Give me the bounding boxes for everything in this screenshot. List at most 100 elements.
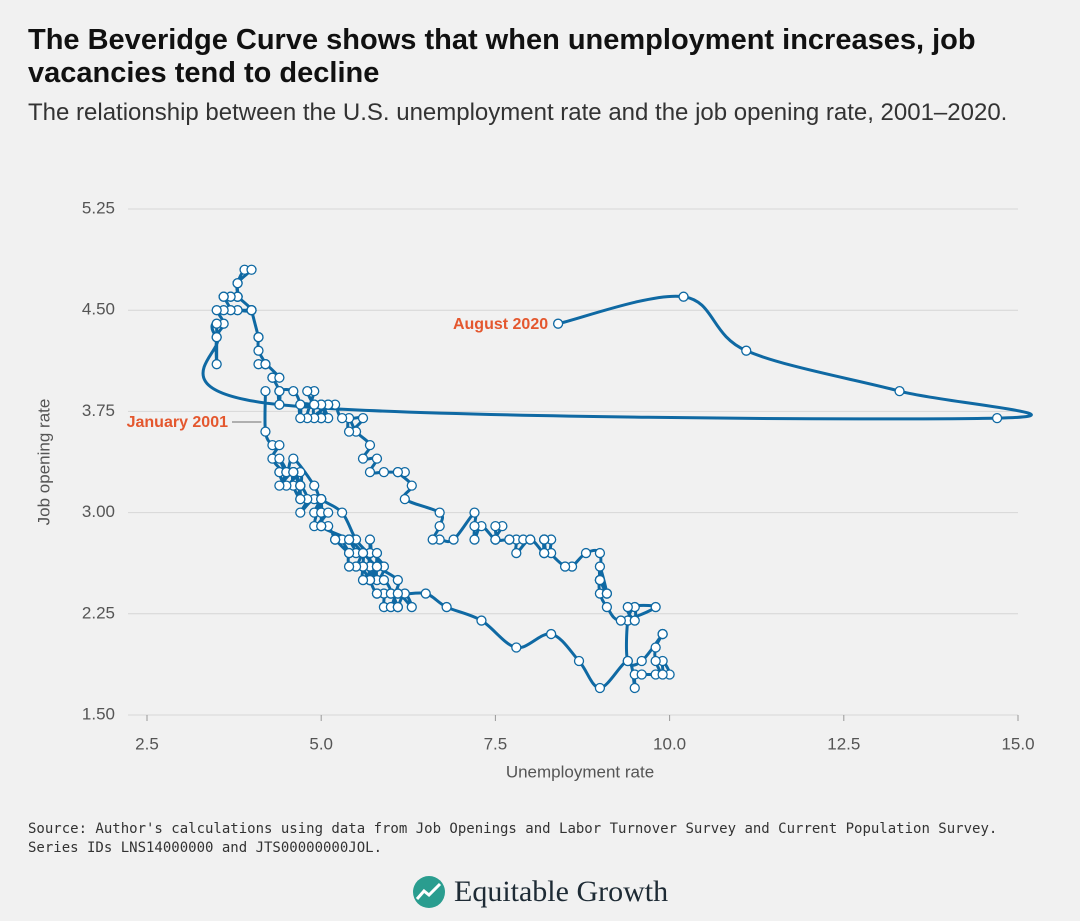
data-point	[434, 507, 445, 518]
source-note: Source: Author's calculations using data…	[28, 821, 998, 856]
data-point	[343, 547, 355, 559]
brand-name: Equitable Growth	[454, 875, 669, 908]
data-point	[246, 305, 257, 316]
chart-subtitle: The relationship between the U.S. unempl…	[28, 99, 1008, 126]
brand-icon	[413, 876, 445, 908]
data-point	[678, 291, 689, 302]
data-point	[211, 305, 222, 316]
data-point	[288, 453, 299, 464]
data-point	[406, 480, 417, 491]
data-point	[594, 561, 606, 572]
data-point	[336, 507, 348, 518]
data-point	[378, 466, 390, 478]
data-point	[622, 655, 633, 667]
data-point	[232, 278, 243, 289]
data-point	[274, 386, 285, 397]
data-point	[246, 264, 257, 275]
data-point	[343, 534, 355, 545]
data-point	[260, 426, 271, 437]
annotation-label: August 2020	[453, 316, 548, 333]
y-tick-label: 4.50	[82, 300, 115, 319]
data-point	[392, 601, 403, 613]
data-point	[302, 386, 313, 397]
y-tick-label: 2.25	[82, 603, 115, 622]
data-point	[336, 412, 348, 424]
data-point	[511, 642, 522, 653]
data-point	[636, 669, 647, 680]
data-point	[539, 534, 550, 545]
data-point	[357, 574, 369, 586]
data-point	[260, 386, 271, 397]
data-point	[469, 534, 480, 545]
data-point	[504, 534, 515, 545]
data-point	[469, 520, 480, 532]
data-point	[594, 682, 606, 694]
data-point	[511, 547, 522, 559]
data-point	[392, 574, 403, 586]
data-point	[274, 453, 285, 464]
data-point	[371, 561, 383, 572]
data-point	[894, 386, 905, 397]
data-point	[295, 399, 306, 410]
x-tick-label: 10.0	[653, 734, 686, 753]
data-point	[274, 399, 285, 410]
data-point	[295, 493, 306, 505]
data-point	[657, 628, 668, 640]
data-point	[274, 439, 285, 451]
brand-logo: Equitable Growth	[412, 872, 668, 912]
data-point	[218, 291, 229, 302]
data-point	[441, 601, 452, 613]
data-point	[295, 480, 306, 491]
data-point	[211, 332, 222, 343]
data-point	[295, 507, 306, 518]
data-point	[420, 588, 431, 599]
data-point	[601, 601, 613, 613]
data-point	[371, 547, 383, 559]
data-point	[545, 628, 557, 640]
data-point	[657, 669, 668, 680]
annotation-label: January 2001	[127, 414, 229, 431]
data-point	[357, 453, 369, 464]
data-point	[539, 547, 550, 559]
data-point	[309, 399, 320, 410]
data-point	[629, 682, 640, 694]
y-tick-label: 3.75	[82, 401, 115, 420]
y-tick-label: 5.25	[82, 198, 115, 217]
chart: Unemployment rate Job opening rate 1.50 2…	[34, 198, 1034, 781]
y-tick-label: 3.00	[82, 502, 115, 521]
x-tick-label: 15.0	[1001, 734, 1034, 753]
data-point	[253, 345, 264, 356]
chart-title: The Beveridge Curve shows that when unem…	[28, 24, 976, 89]
data-point	[448, 534, 459, 545]
data-point	[622, 601, 633, 613]
data-point	[316, 520, 327, 532]
x-axis-label: Unemployment rate	[506, 762, 654, 781]
data-point	[371, 588, 383, 599]
data-point	[211, 359, 222, 370]
data-point	[434, 520, 445, 532]
data-point	[525, 534, 536, 545]
data-point	[636, 655, 647, 667]
data-point	[392, 588, 403, 599]
data-point	[594, 547, 606, 559]
x-tick-label: 2.5	[135, 734, 159, 753]
y-axis-label: Job opening rate	[34, 399, 53, 526]
data-point	[260, 359, 271, 370]
data-point	[357, 547, 369, 559]
data-point	[615, 615, 626, 626]
data-point	[629, 615, 640, 626]
data-point	[211, 318, 222, 329]
data-point	[357, 412, 369, 424]
data-point	[490, 520, 501, 532]
data-point	[274, 480, 285, 491]
data-point	[288, 386, 299, 397]
data-point	[323, 507, 334, 518]
data-point	[309, 480, 320, 491]
data-point	[274, 372, 285, 383]
data-point	[288, 466, 299, 478]
data-point	[371, 453, 383, 464]
data-point	[316, 493, 327, 505]
data-point	[364, 466, 376, 478]
x-tick-label: 7.5	[484, 734, 508, 753]
